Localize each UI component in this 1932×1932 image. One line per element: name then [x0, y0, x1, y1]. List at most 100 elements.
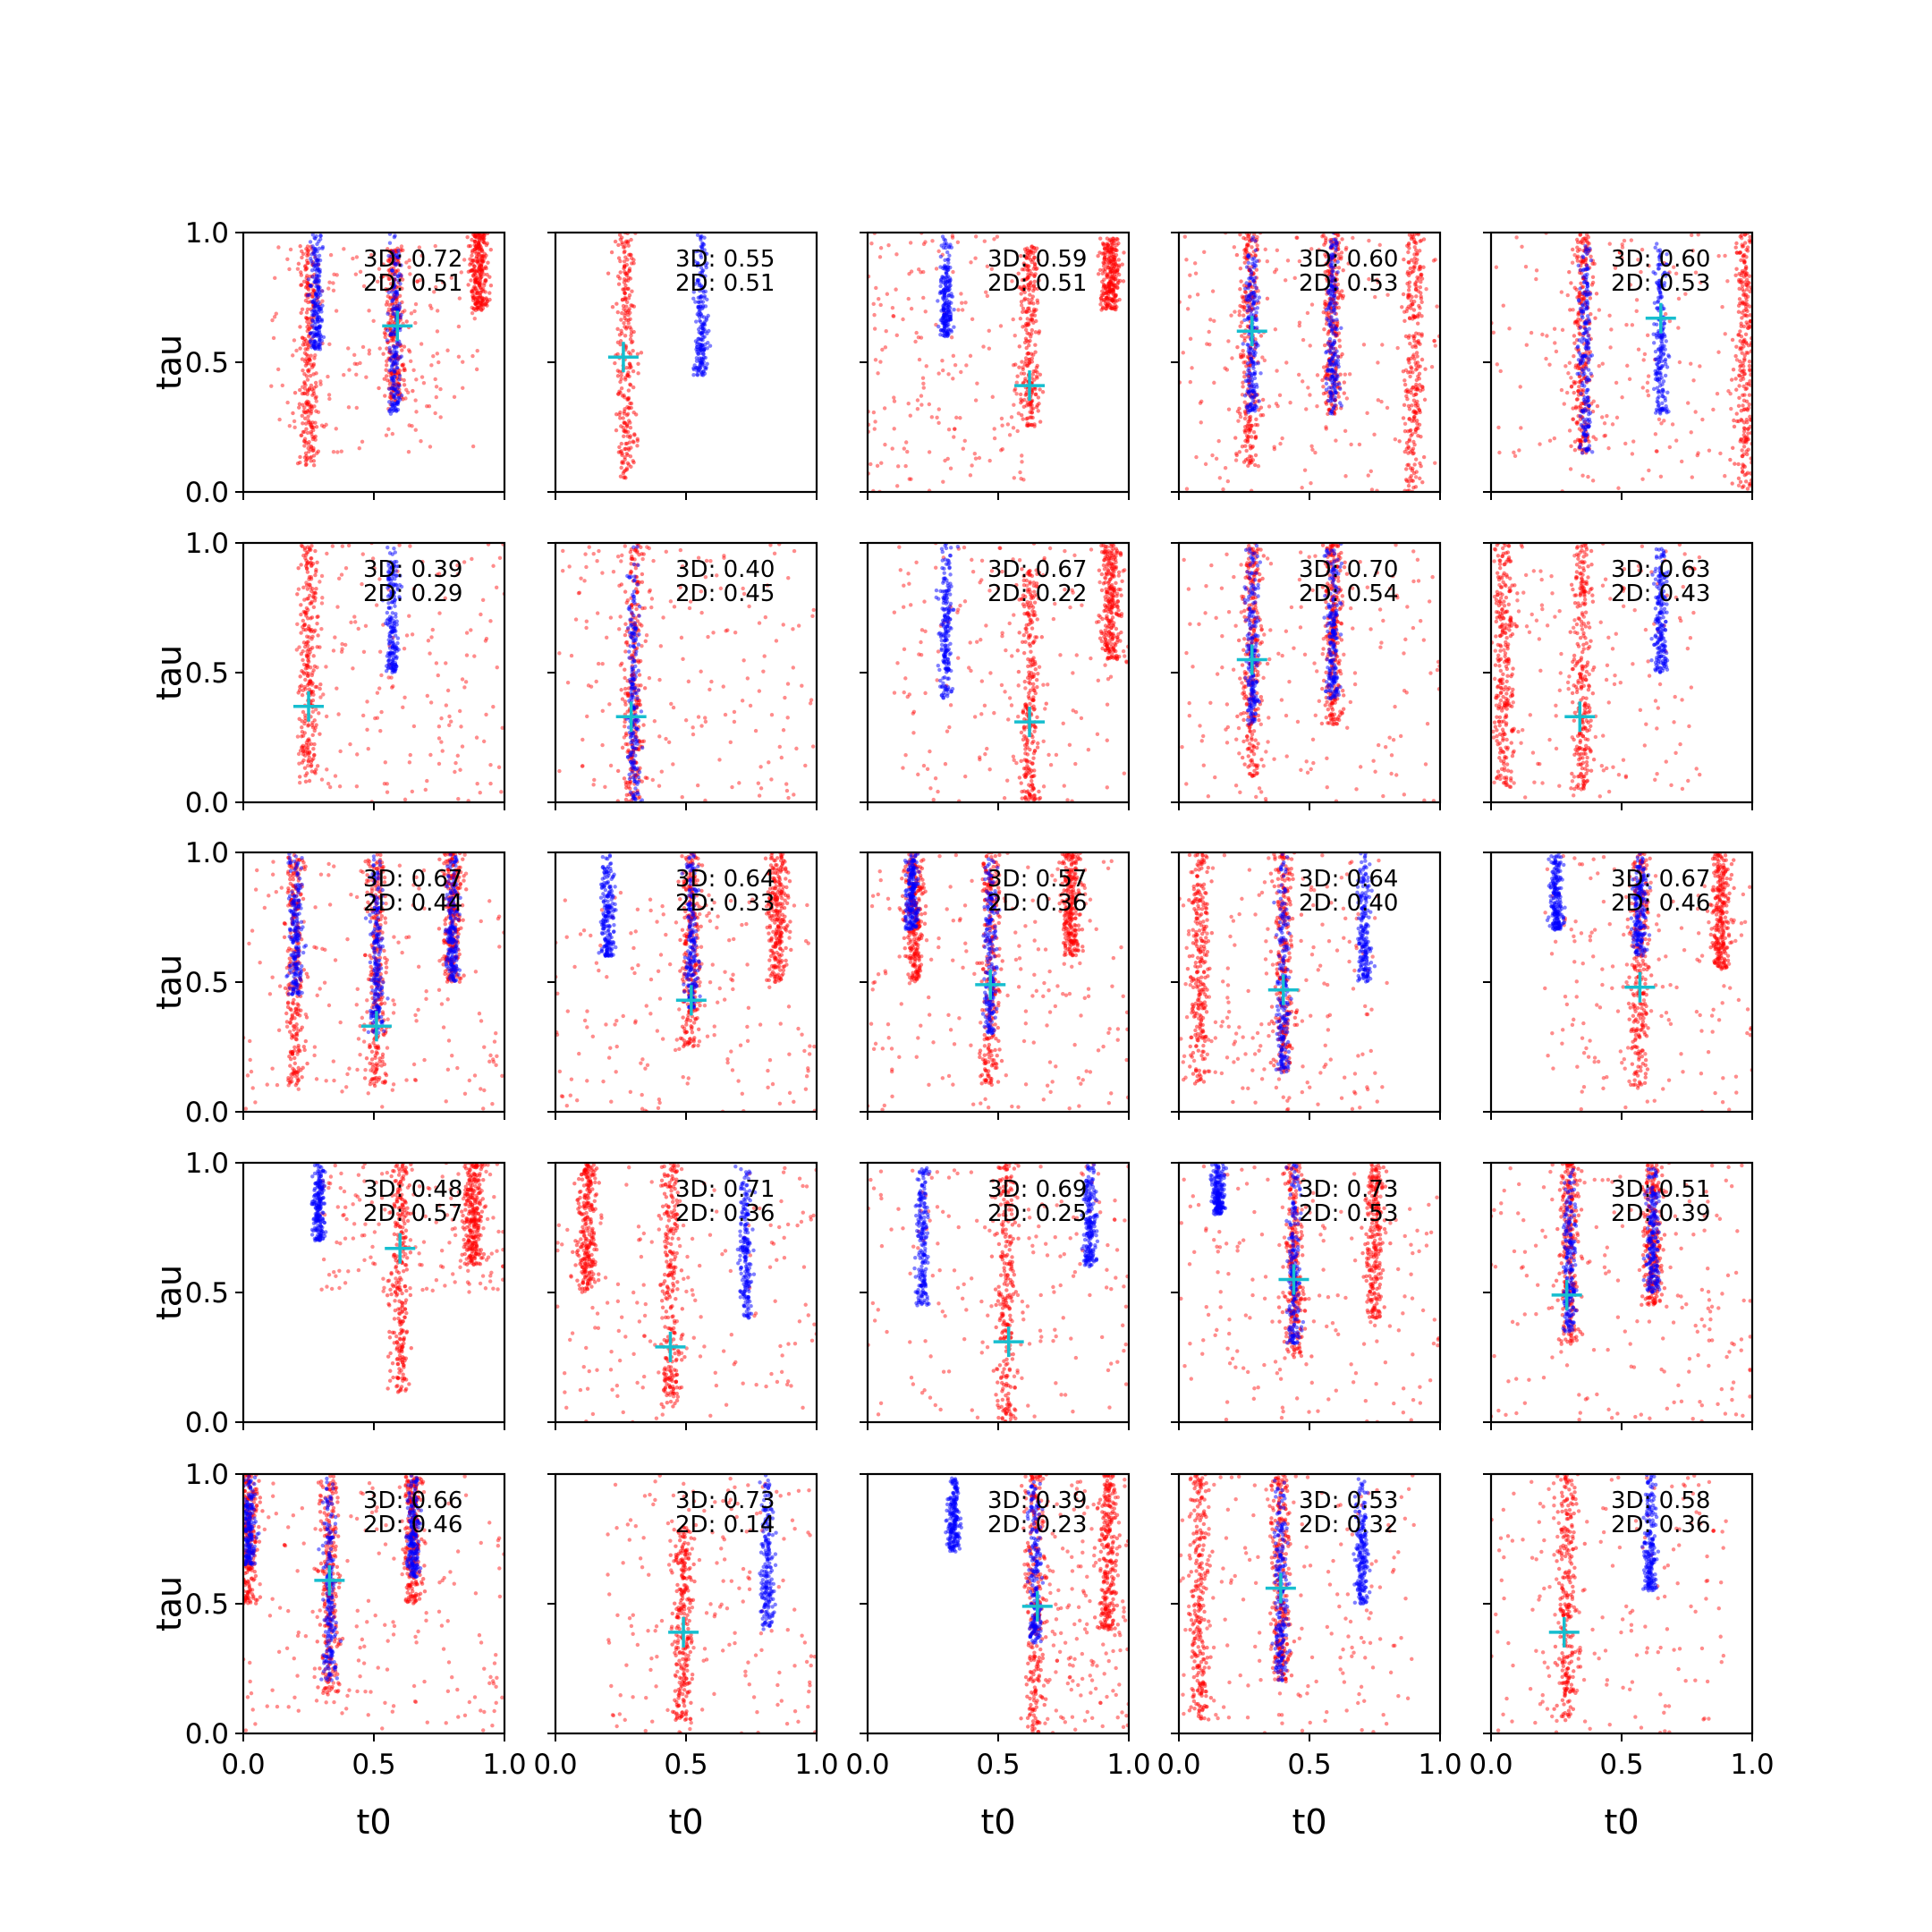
blue-point [1249, 360, 1253, 365]
red-point [1569, 444, 1573, 449]
red-point [302, 444, 307, 448]
red-point [1405, 306, 1410, 311]
red-point [1432, 338, 1436, 343]
red-point [288, 247, 293, 252]
blue-point [1333, 279, 1338, 284]
red-point [1237, 450, 1242, 454]
red-point [1099, 292, 1104, 298]
red-point [1739, 377, 1743, 383]
red-point [1738, 347, 1742, 352]
red-point [470, 262, 475, 267]
red-point [1240, 334, 1244, 338]
blue-point [390, 386, 394, 391]
red-point [1027, 264, 1031, 268]
red-point [1027, 287, 1031, 292]
red-point [1742, 371, 1748, 377]
red-point [1733, 245, 1738, 250]
red-point [1241, 295, 1245, 301]
red-point [397, 284, 402, 290]
blue-point [949, 329, 954, 334]
red-point [1246, 234, 1250, 239]
red-point [883, 442, 887, 447]
red-point [440, 280, 445, 284]
red-point [894, 484, 900, 488]
blue-point [702, 235, 707, 240]
blue-point [1330, 327, 1335, 332]
red-point [1620, 242, 1624, 247]
red-point [1741, 384, 1746, 389]
red-point [1589, 254, 1593, 259]
red-point [1018, 392, 1023, 397]
red-point [626, 446, 631, 451]
red-point [1295, 235, 1300, 241]
red-point [1243, 444, 1248, 448]
red-point [882, 406, 887, 411]
red-point [1023, 359, 1029, 364]
red-point [1114, 242, 1119, 248]
red-point [627, 252, 631, 258]
red-point [892, 399, 897, 403]
red-point [1576, 388, 1580, 394]
blue-point [1324, 387, 1329, 392]
red-point [485, 272, 489, 277]
red-point [969, 260, 973, 265]
red-point [1407, 417, 1411, 421]
red-point [1728, 457, 1733, 462]
red-point [309, 444, 314, 449]
blue-point [1248, 352, 1252, 357]
red-point [434, 385, 439, 389]
blue-point [691, 367, 697, 372]
blue-point [385, 328, 390, 333]
red-point [1107, 238, 1112, 243]
red-point [1744, 417, 1750, 422]
red-point [1567, 269, 1572, 275]
red-point [1248, 453, 1252, 459]
red-point [1745, 326, 1750, 330]
blue-point [1248, 408, 1252, 413]
red-point [1409, 299, 1414, 303]
red-point [1250, 245, 1254, 250]
red-point [474, 258, 479, 264]
red-point [1748, 234, 1752, 240]
red-point [1414, 470, 1419, 474]
blue-point [947, 253, 952, 258]
red-point [452, 394, 457, 400]
red-point [1402, 309, 1407, 314]
red-point [625, 404, 630, 410]
red-point [1237, 312, 1241, 318]
red-point [623, 304, 629, 309]
red-point [1019, 300, 1024, 304]
red-point [1411, 313, 1416, 318]
blue-point [1244, 281, 1249, 285]
red-point [1025, 323, 1030, 327]
red-point [1730, 337, 1735, 343]
red-point [982, 239, 987, 243]
red-point [1019, 397, 1023, 402]
red-point [300, 391, 305, 396]
red-point [1579, 240, 1583, 245]
red-point [635, 444, 640, 448]
blue-point [310, 244, 315, 249]
red-point [1027, 343, 1031, 348]
red-point [1101, 298, 1106, 302]
red-point [1254, 267, 1259, 272]
red-point [1192, 261, 1198, 266]
red-point [1017, 344, 1021, 349]
blue-point [320, 289, 325, 293]
red-point [1634, 309, 1639, 314]
red-point [1212, 380, 1216, 386]
red-point [431, 353, 436, 359]
red-point [1344, 245, 1349, 250]
blue-point [312, 339, 318, 343]
red-point [1411, 308, 1417, 312]
red-point [1578, 292, 1582, 297]
blue-point [1581, 255, 1586, 260]
red-point [921, 295, 926, 301]
red-point [894, 287, 898, 292]
red-point [326, 286, 331, 291]
blue-point [1333, 402, 1337, 408]
red-point [1667, 318, 1673, 324]
red-point [1412, 462, 1417, 467]
red-point [1607, 242, 1612, 246]
blue-point [387, 241, 393, 245]
